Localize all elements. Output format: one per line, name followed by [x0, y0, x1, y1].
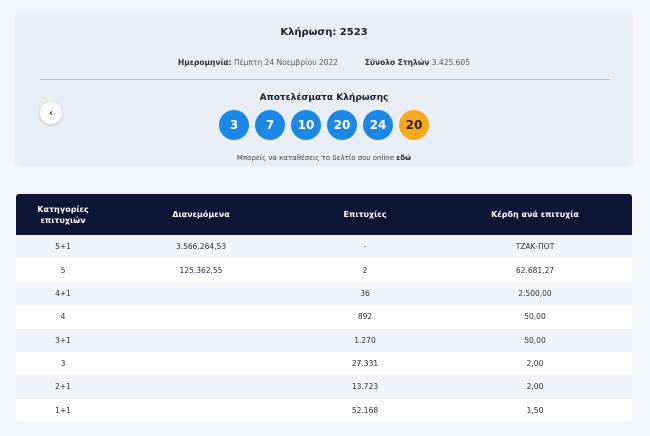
table-row: 5+1 3.566.264,53 - ΤΖΑΚ-ΠΟΤ [16, 235, 632, 259]
columns-label: Σύνολο Στηλών [364, 58, 430, 67]
cell-category: 4+1 [55, 288, 71, 298]
cell-category: 3+1 [55, 335, 71, 345]
cell-prize: 1,50 [526, 405, 544, 415]
online-link[interactable]: εδώ [396, 154, 412, 162]
winning-numbers: 3 7 10 20 24 20 [16, 110, 632, 140]
cell-prize: 50,00 [524, 335, 546, 345]
results-title: Αποτελέσματα Κλήρωσης [259, 93, 389, 103]
online-note: Μπορείς να καταθέσεις το δελτίο σου onli… [16, 154, 632, 162]
cell-winners: 13.723 [351, 382, 379, 392]
previous-draw-button[interactable]: ‹ [40, 102, 62, 124]
table-row: 4 892 50,00 [16, 305, 632, 329]
number-ball: 7 [255, 110, 285, 140]
chevron-left-icon: ‹ [48, 107, 54, 119]
cell-category: 3 [60, 359, 66, 369]
cell-category: 5 [60, 265, 66, 275]
prize-table: Κατηγορίες επιτυχιών Διανεμόμενα Επιτυχί… [16, 194, 632, 422]
table-row: 1+1 52.168 1,50 [16, 398, 632, 422]
online-text: Μπορείς να καταθέσεις το δελτίο σου onli… [236, 154, 395, 162]
draw-meta: Ημερομηνία: Πέμπτη 24 Νοεμβρίου 2022 Σύν… [16, 58, 632, 67]
table-row: 4+1 36 2.500,00 [16, 281, 632, 306]
cell-prize: 2,00 [526, 359, 544, 369]
cell-winners: 52.168 [351, 405, 379, 415]
number-ball: 20 [327, 110, 357, 140]
cell-winners: 1.270 [354, 335, 376, 345]
cell-prize: 62.681,27 [515, 265, 555, 275]
joker-ball: 20 [399, 110, 429, 140]
number-ball: 24 [363, 110, 393, 140]
cell-prize: ΤΖΑΚ-ΠΟΤ [515, 242, 555, 252]
header-prize: Κέρδη ανά επιτυχία [491, 210, 579, 219]
divider [40, 79, 610, 80]
cell-prize: 2,00 [526, 382, 544, 392]
table-header: Κατηγορίες επιτυχιών Διανεμόμενα Επιτυχί… [16, 194, 632, 235]
table-row: 5 125.362,55 2 62.681,27 [16, 258, 632, 282]
number-ball: 10 [291, 110, 321, 140]
cell-prize: 50,00 [524, 312, 546, 322]
draw-card: Κλήρωση: 2523 Ημερομηνία: Πέμπτη 24 Νοεμ… [16, 14, 632, 164]
table-row: 2+1 13.723 2,00 [16, 375, 632, 399]
date-label: Ημερομηνία: [178, 58, 232, 67]
draw-title: Κλήρωση: 2523 [280, 27, 368, 38]
table-row: 3+1 1.270 50,00 [16, 328, 632, 352]
cell-winners: - [363, 242, 367, 252]
table-body: 5+1 3.566.264,53 - ΤΖΑΚ-ΠΟΤ 5 125.362,55… [16, 235, 632, 422]
columns-value: 3.425.605 [431, 58, 470, 67]
cell-distributed: 3.566.264,53 [175, 242, 227, 252]
cell-winners: 2 [362, 265, 368, 275]
header-distributed: Διανεμόμενα [172, 210, 230, 219]
cell-category: 2+1 [55, 382, 71, 392]
table-row: 3 27.331 2,00 [16, 351, 632, 376]
cell-winners: 892 [357, 312, 373, 322]
header-category: Κατηγορίες επιτυχιών [37, 204, 89, 225]
date-value: Πέμπτη 24 Νοεμβρίου 2022 [233, 58, 339, 67]
cell-winners: 36 [360, 288, 370, 298]
number-ball: 3 [219, 110, 249, 140]
cell-category: 5+1 [55, 242, 71, 252]
cell-distributed: 125.362,55 [179, 265, 223, 275]
cell-category: 4 [60, 312, 66, 322]
header-winners: Επιτυχίες [343, 210, 387, 219]
cell-category: 1+1 [55, 405, 71, 415]
cell-winners: 27.331 [351, 359, 379, 369]
cell-prize: 2.500,00 [518, 288, 552, 298]
